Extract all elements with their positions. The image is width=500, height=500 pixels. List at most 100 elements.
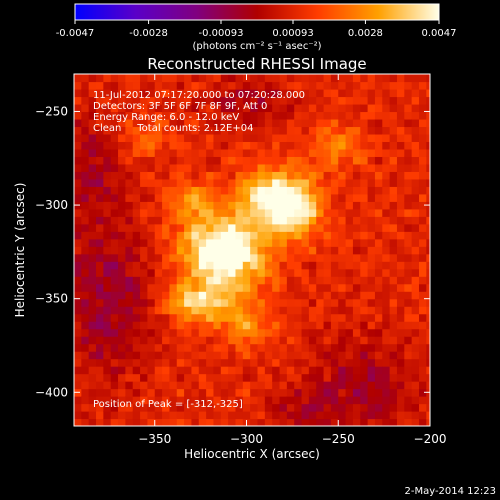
heatmap-cell: [389, 246, 398, 255]
heatmap-cell: [382, 231, 391, 240]
heatmap-cell: [418, 201, 427, 210]
heatmap-cell: [220, 403, 229, 412]
heatmap-cell: [169, 163, 178, 172]
heatmap-cell: [176, 103, 185, 113]
heatmap-cell: [96, 246, 104, 255]
heatmap-cell: [418, 88, 427, 98]
heatmap-cell: [330, 306, 339, 315]
heatmap-cell: [360, 208, 369, 217]
heatmap-cell: [352, 253, 361, 262]
heatmap-cell: [360, 411, 369, 420]
heatmap-cell: [140, 96, 148, 105]
heatmap-cell: [96, 156, 104, 165]
heatmap-cell: [367, 373, 376, 382]
heatmap-cell: [330, 141, 339, 150]
heatmap-cell: [308, 118, 317, 128]
heatmap-cell: [132, 268, 141, 277]
heatmap-cell: [228, 111, 237, 120]
heatmap-cell: [103, 343, 112, 352]
heatmap-cell: [352, 141, 361, 150]
heatmap-cell: [338, 328, 347, 337]
heatmap-cell: [198, 81, 207, 90]
heatmap-cell: [316, 111, 325, 120]
heatmap-cell: [272, 96, 281, 105]
heatmap-cell: [389, 81, 398, 90]
heatmap-cell: [286, 388, 295, 397]
heatmap-cell: [367, 118, 376, 128]
heatmap-cell: [301, 328, 310, 337]
heatmap-cell: [103, 74, 112, 83]
heatmap-cell: [264, 246, 273, 255]
heatmap-cell: [140, 81, 148, 90]
heatmap-cell: [389, 306, 398, 315]
heatmap-cell: [125, 291, 134, 300]
heatmap-cell: [206, 126, 215, 135]
heatmap-cell: [103, 163, 112, 172]
heatmap-cell: [396, 186, 405, 195]
heatmap-cell: [345, 253, 354, 262]
heatmap-cell: [74, 103, 82, 113]
heatmap-cell: [235, 156, 244, 165]
heatmap-cell: [323, 88, 332, 98]
heatmap-cell: [367, 321, 376, 330]
heatmap-cell: [426, 343, 430, 352]
heatmap-cell: [411, 366, 420, 375]
heatmap-cell: [235, 358, 244, 367]
heatmap-cell: [286, 81, 295, 90]
heatmap-cell: [345, 118, 354, 128]
heatmap-cell: [96, 186, 104, 195]
heatmap-cell: [404, 403, 413, 412]
heatmap-cell: [257, 306, 266, 315]
heatmap-cell: [118, 238, 126, 247]
heatmap-cell: [103, 126, 112, 135]
heatmap-cell: [169, 126, 178, 135]
heatmap-cell: [88, 178, 97, 187]
heatmap-cell: [162, 186, 171, 195]
heatmap-cell: [118, 231, 126, 240]
heatmap-cell: [154, 328, 163, 337]
heatmap-cell: [81, 313, 90, 322]
heatmap-cell: [198, 156, 207, 165]
heatmap-cell: [191, 411, 200, 420]
heatmap-cell: [418, 163, 427, 172]
heatmap-cell: [257, 321, 266, 330]
heatmap-cell: [169, 208, 178, 217]
heatmap-cell: [147, 96, 156, 105]
heatmap-cell: [338, 208, 347, 217]
heatmap-cell: [294, 133, 303, 142]
heatmap-cell: [191, 358, 200, 367]
heatmap-cell: [308, 321, 317, 330]
heatmap-cell: [169, 321, 178, 330]
heatmap-cell: [220, 388, 229, 397]
heatmap-cell: [198, 336, 207, 345]
heatmap-cell: [374, 411, 383, 420]
heatmap-cell: [242, 351, 251, 360]
heatmap-cell: [81, 388, 90, 397]
heatmap-cell: [338, 81, 347, 90]
heatmap-cell: [360, 171, 369, 180]
heatmap-cell: [286, 276, 295, 285]
heatmap-cell: [418, 411, 427, 420]
heatmap-cell: [118, 74, 126, 83]
heatmap-cell: [404, 156, 413, 165]
heatmap-cell: [147, 253, 156, 262]
heatmap-cell: [418, 388, 427, 397]
heatmap-cell: [81, 343, 90, 352]
heatmap-cell: [88, 388, 97, 397]
heatmap-cell: [308, 343, 317, 352]
heatmap-cell: [176, 74, 185, 83]
heatmap-cell: [389, 268, 398, 277]
heatmap-cell: [352, 418, 361, 426]
y-axis-label: Heliocentric Y (arcsec): [13, 183, 27, 318]
heatmap-cell: [294, 216, 303, 225]
heatmap-cell: [316, 163, 325, 172]
heatmap-cell: [176, 246, 185, 255]
heatmap-cell: [74, 283, 82, 292]
heatmap-cell: [213, 306, 222, 315]
heatmap-cell: [279, 366, 288, 375]
heatmap-cell: [330, 276, 339, 285]
heatmap-cell: [257, 148, 266, 157]
heatmap-cell: [345, 103, 354, 113]
x-tick-label: −300: [230, 432, 263, 446]
heatmap-cell: [367, 291, 376, 300]
